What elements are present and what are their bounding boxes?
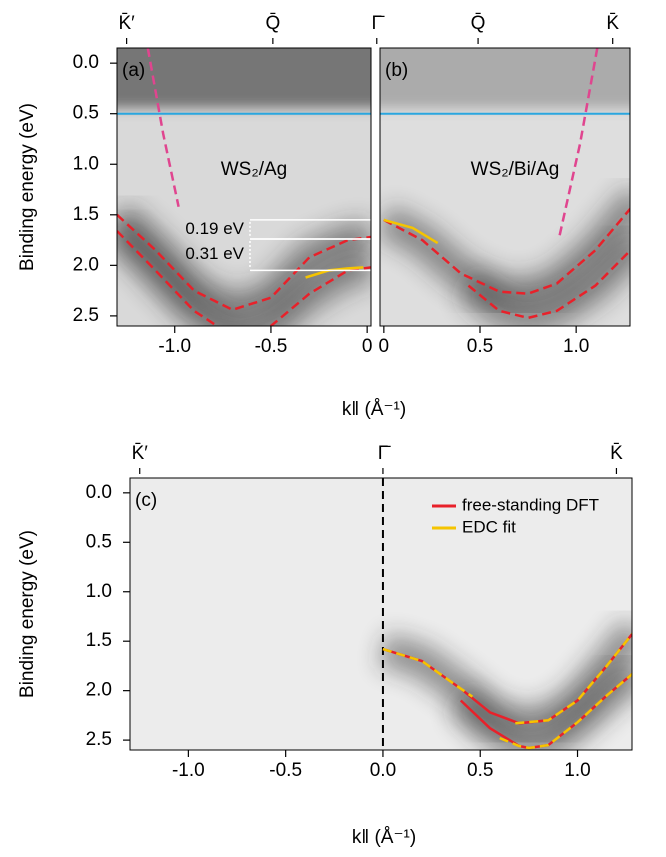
band-curve — [499, 672, 632, 750]
y-axis-title: Binding energy (eV) — [17, 530, 38, 698]
x-tick-label: -0.5 — [269, 760, 302, 781]
x-axis-title: k‖ (Å⁻¹) — [342, 399, 406, 420]
y-tick-label: 0.5 — [86, 531, 112, 552]
plot-area — [380, 48, 630, 326]
y-tick-label: 2.0 — [86, 680, 112, 701]
band-curve — [383, 218, 439, 245]
y-tick-label: 2.5 — [86, 729, 112, 750]
band-curve — [383, 207, 630, 295]
y-tick-label: 0.0 — [73, 52, 99, 73]
x-tick-label: 1.0 — [564, 760, 590, 781]
x-tick-label: 0 — [379, 336, 390, 357]
x-tick-label: -1.0 — [172, 760, 205, 781]
y-tick-label: 2.0 — [73, 254, 99, 275]
y-tick-label: 1.0 — [86, 581, 112, 602]
plot-area — [117, 48, 371, 326]
panel-label: (b) — [385, 60, 408, 81]
symmetry-point-label: Q̄ — [265, 13, 280, 34]
plot-frame — [379, 47, 631, 327]
band-curve — [557, 48, 599, 240]
symmetry-point-label: K̄ — [610, 443, 623, 464]
symmetry-point-label: Γ̄ — [372, 13, 385, 34]
x-tick-label: 0.0 — [370, 760, 396, 781]
symmetry-point-label: K̄′ — [118, 13, 135, 34]
panel-label: (c) — [135, 490, 157, 511]
x-tick-label: -1.0 — [158, 336, 191, 357]
y-tick-label: 1.5 — [86, 630, 112, 651]
y-tick-label: 1.5 — [73, 204, 99, 225]
panel-label: (a) — [122, 60, 145, 81]
x-tick-label: 0.5 — [467, 336, 493, 357]
x-tick-label: 0 — [362, 336, 373, 357]
x-tick-label: 1.0 — [563, 336, 589, 357]
band-curve — [117, 213, 371, 312]
x-tick-label: -0.5 — [255, 336, 288, 357]
annotation-label: 0.31 eV — [185, 244, 244, 263]
symmetry-point-label: K̄′ — [132, 443, 149, 464]
symmetry-point-label: K̄ — [606, 13, 619, 34]
plot-area — [130, 478, 632, 750]
band-curve — [382, 632, 632, 725]
y-tick-label: 0.0 — [86, 482, 112, 503]
band-curve — [146, 48, 180, 207]
plot-frame — [116, 47, 372, 327]
intensity-top — [117, 48, 371, 108]
sample-label: WS₂/Ag — [221, 159, 288, 180]
y-axis-title: Binding energy (eV) — [17, 103, 38, 271]
band-curve — [467, 248, 630, 320]
legend-label: free-standing DFT — [462, 495, 599, 514]
symmetry-point-label: Q̄ — [471, 13, 486, 34]
legend-label: EDC fit — [462, 517, 516, 536]
band-curve — [117, 230, 371, 326]
x-tick-label: 0.5 — [467, 760, 493, 781]
y-tick-label: 1.0 — [73, 153, 99, 174]
y-tick-label: 0.5 — [73, 103, 99, 124]
y-tick-label: 2.5 — [73, 305, 99, 326]
x-axis-title: k‖ (Å⁻¹) — [352, 827, 416, 848]
sample-label: WS₂/Bi/Ag — [471, 159, 560, 180]
band-curve — [305, 266, 364, 279]
plot-frame — [129, 477, 633, 751]
symmetry-point-label: Γ̄ — [378, 443, 391, 464]
annotation-label: 0.19 eV — [185, 219, 244, 238]
